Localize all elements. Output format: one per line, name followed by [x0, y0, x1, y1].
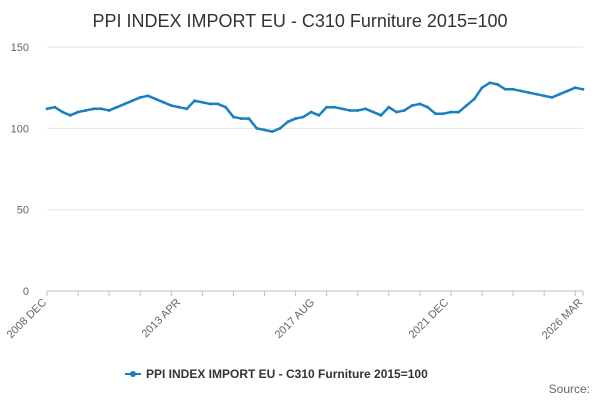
- x-axis: 2008 DEC 2013 APR 2017 AUG 2021 DEC 2026 MAR: [5, 290, 585, 342]
- data-point[interactable]: [402, 109, 406, 112]
- data-point[interactable]: [542, 94, 546, 98]
- chart-title: PPI INDEX IMPORT EU - C310 Furniture 201…: [92, 11, 507, 31]
- data-point[interactable]: [558, 92, 562, 96]
- data-point[interactable]: [53, 105, 57, 109]
- data-point[interactable]: [76, 110, 80, 114]
- data-point[interactable]: [340, 107, 344, 111]
- data-point[interactable]: [581, 87, 585, 91]
- data-point[interactable]: [418, 102, 422, 106]
- data-point[interactable]: [61, 110, 64, 114]
- data-point[interactable]: [465, 104, 468, 107]
- data-point[interactable]: [84, 109, 88, 112]
- legend-label: PPI INDEX IMPORT EU - C310 Furniture 201…: [146, 367, 428, 381]
- x-tick-label: 2013 APR: [140, 297, 184, 341]
- data-point[interactable]: [123, 102, 127, 106]
- data-point[interactable]: [472, 97, 476, 101]
- legend[interactable]: PPI INDEX IMPORT EU - C310 Furniture 201…: [125, 367, 428, 381]
- data-point[interactable]: [488, 81, 492, 85]
- x-tick-label: 2008 DEC: [5, 297, 49, 341]
- data-point[interactable]: [410, 104, 414, 107]
- data-point[interactable]: [356, 109, 360, 112]
- plot-area: [45, 81, 585, 133]
- data-point[interactable]: [146, 94, 150, 98]
- data-point[interactable]: [519, 89, 523, 93]
- data-point[interactable]: [449, 110, 453, 114]
- data-point[interactable]: [573, 86, 577, 90]
- data-point[interactable]: [325, 105, 329, 109]
- data-point[interactable]: [138, 96, 142, 99]
- y-tick-label: 50: [17, 205, 29, 217]
- data-point[interactable]: [348, 109, 352, 112]
- data-point[interactable]: [263, 128, 266, 132]
- data-point[interactable]: [317, 113, 321, 117]
- y-axis: 0 50 100 150: [11, 42, 29, 298]
- data-point[interactable]: [193, 99, 196, 103]
- source-label: Source:: [549, 382, 590, 396]
- data-point[interactable]: [239, 117, 243, 120]
- data-point[interactable]: [45, 107, 49, 111]
- data-point[interactable]: [379, 113, 383, 117]
- data-point[interactable]: [92, 107, 96, 111]
- data-point[interactable]: [208, 102, 212, 106]
- data-point[interactable]: [200, 100, 204, 104]
- data-point[interactable]: [566, 89, 569, 93]
- series-line: [46, 81, 584, 133]
- y-tick-label: 150: [11, 42, 29, 54]
- data-point[interactable]: [255, 126, 259, 130]
- data-point[interactable]: [387, 105, 391, 109]
- data-point[interactable]: [162, 100, 165, 104]
- x-tick-label: 2026 MAR: [540, 297, 585, 342]
- data-point[interactable]: [99, 107, 103, 111]
- data-point[interactable]: [232, 115, 235, 119]
- data-point[interactable]: [301, 115, 305, 119]
- data-point[interactable]: [534, 92, 538, 96]
- data-point[interactable]: [294, 117, 297, 120]
- data-point[interactable]: [216, 102, 220, 106]
- data-point[interactable]: [550, 96, 554, 99]
- data-point[interactable]: [169, 104, 173, 107]
- data-point[interactable]: [309, 110, 313, 114]
- x-tick-label: 2021 DEC: [407, 297, 451, 341]
- data-point[interactable]: [286, 120, 290, 124]
- x-tick-label: 2017 AUG: [273, 297, 317, 341]
- data-point[interactable]: [511, 87, 515, 91]
- data-point[interactable]: [131, 99, 134, 103]
- y-tick-label: 0: [23, 286, 29, 298]
- data-point[interactable]: [527, 91, 531, 94]
- data-point[interactable]: [371, 110, 375, 114]
- data-point[interactable]: [395, 110, 398, 114]
- data-point[interactable]: [278, 126, 282, 130]
- data-point[interactable]: [224, 105, 228, 109]
- data-point[interactable]: [185, 107, 189, 111]
- data-point[interactable]: [270, 130, 274, 133]
- legend-marker-icon: [130, 371, 136, 377]
- data-point[interactable]: [333, 105, 336, 109]
- y-tick-label: 100: [11, 123, 29, 135]
- data-point[interactable]: [364, 107, 367, 111]
- data-point[interactable]: [441, 112, 445, 116]
- data-point[interactable]: [247, 117, 251, 120]
- data-point[interactable]: [68, 113, 72, 117]
- data-point[interactable]: [426, 105, 430, 109]
- data-point[interactable]: [115, 105, 119, 109]
- data-point[interactable]: [434, 112, 437, 116]
- data-point[interactable]: [177, 105, 181, 109]
- data-point[interactable]: [496, 83, 499, 86]
- data-point[interactable]: [503, 87, 507, 91]
- data-point[interactable]: [154, 97, 158, 101]
- grid: [47, 46, 583, 211]
- data-point[interactable]: [457, 110, 461, 114]
- data-point[interactable]: [107, 109, 111, 112]
- data-point[interactable]: [480, 86, 484, 90]
